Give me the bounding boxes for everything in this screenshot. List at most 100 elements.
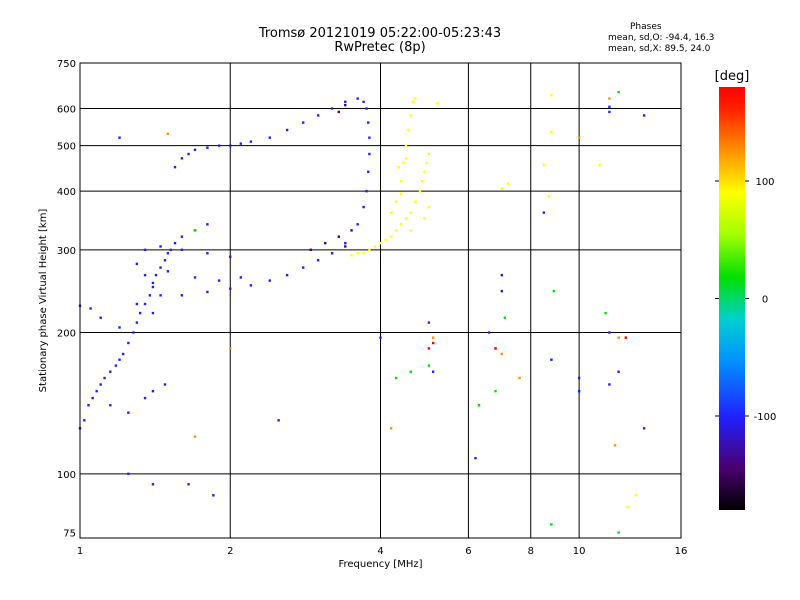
data-points bbox=[78, 90, 646, 534]
x-tick-label: 6 bbox=[465, 546, 471, 557]
data-point bbox=[477, 404, 481, 407]
colorbar-tick-label: 100 bbox=[755, 177, 774, 188]
data-point bbox=[135, 262, 139, 266]
data-point bbox=[206, 146, 209, 149]
x-tick-label: 4 bbox=[377, 546, 383, 557]
data-point bbox=[362, 100, 365, 104]
data-point bbox=[542, 163, 546, 167]
data-point bbox=[598, 163, 601, 167]
data-point bbox=[118, 358, 121, 361]
colorbar-tick-label: 0 bbox=[762, 295, 768, 306]
data-point bbox=[229, 347, 232, 350]
data-point bbox=[425, 161, 428, 164]
data-point bbox=[404, 157, 408, 160]
data-point bbox=[626, 505, 629, 509]
data-point bbox=[159, 294, 162, 297]
data-point bbox=[330, 252, 334, 255]
data-point bbox=[494, 347, 497, 350]
data-point bbox=[151, 311, 155, 315]
data-point bbox=[608, 331, 611, 334]
data-point bbox=[414, 200, 417, 203]
data-point bbox=[166, 252, 170, 255]
data-point bbox=[409, 114, 412, 117]
data-point bbox=[193, 148, 197, 151]
data-point bbox=[362, 252, 365, 255]
data-point bbox=[397, 165, 400, 169]
x-tick-label: 2 bbox=[227, 546, 233, 557]
data-point bbox=[206, 290, 209, 294]
data-point bbox=[427, 364, 431, 367]
data-point bbox=[249, 140, 253, 143]
data-point bbox=[550, 523, 553, 526]
data-point bbox=[109, 404, 112, 407]
data-point bbox=[337, 110, 341, 114]
data-point bbox=[356, 252, 359, 255]
data-point bbox=[474, 456, 477, 460]
data-point bbox=[624, 336, 627, 339]
data-point bbox=[324, 241, 327, 245]
data-point bbox=[431, 336, 435, 339]
data-point bbox=[114, 364, 118, 367]
data-point bbox=[487, 331, 491, 334]
data-point bbox=[407, 128, 410, 132]
data-point bbox=[89, 307, 92, 310]
data-point bbox=[212, 494, 215, 497]
data-point bbox=[95, 389, 98, 393]
data-point bbox=[344, 100, 347, 104]
data-point bbox=[577, 376, 581, 380]
data-point bbox=[316, 114, 320, 117]
data-point bbox=[187, 152, 190, 156]
data-point bbox=[368, 248, 371, 252]
data-point bbox=[163, 383, 167, 386]
phase-heading: Phases bbox=[630, 22, 662, 32]
data-point bbox=[121, 352, 125, 356]
data-point bbox=[301, 121, 305, 124]
data-point bbox=[99, 316, 102, 319]
data-point bbox=[431, 370, 435, 373]
data-point bbox=[552, 289, 556, 293]
data-point bbox=[135, 302, 139, 306]
colorbar-ticks: 100 0 -100 bbox=[715, 177, 776, 423]
data-point bbox=[389, 235, 393, 238]
data-point bbox=[365, 189, 368, 193]
data-point bbox=[285, 273, 289, 277]
data-point bbox=[132, 331, 135, 334]
data-point bbox=[642, 427, 646, 430]
data-point bbox=[608, 110, 611, 114]
data-point bbox=[379, 241, 382, 245]
data-point bbox=[367, 121, 370, 124]
x-tick-label: 1 bbox=[77, 546, 83, 557]
data-point bbox=[356, 223, 359, 226]
data-point bbox=[330, 107, 334, 110]
data-point bbox=[394, 229, 398, 232]
data-point bbox=[166, 132, 170, 135]
x-tick-label: 16 bbox=[675, 546, 688, 557]
data-point bbox=[151, 285, 155, 289]
data-point bbox=[402, 161, 405, 164]
data-point bbox=[431, 341, 435, 345]
y-tick-label: 750 bbox=[57, 59, 76, 70]
grid-lines bbox=[80, 63, 681, 538]
data-point bbox=[229, 144, 232, 147]
data-point bbox=[368, 152, 371, 156]
data-point bbox=[135, 321, 139, 324]
data-point bbox=[118, 136, 121, 139]
data-point bbox=[500, 289, 504, 293]
data-point bbox=[642, 114, 646, 117]
y-axis-ticks: 75 100 200 300 400 500 600 750 bbox=[57, 59, 76, 539]
data-point bbox=[379, 336, 382, 339]
y-tick-label: 300 bbox=[57, 246, 76, 257]
data-point bbox=[193, 229, 197, 232]
chart-subtitle: RwPretec (8p) bbox=[334, 40, 426, 55]
data-point bbox=[394, 200, 398, 203]
data-point bbox=[577, 389, 581, 393]
phase-o-line: mean, sd,O: -94.4, 16.3 bbox=[608, 33, 715, 43]
x-tick-label: 10 bbox=[573, 546, 586, 557]
y-tick-label: 500 bbox=[57, 142, 76, 153]
data-point bbox=[604, 311, 607, 315]
data-point bbox=[249, 284, 253, 287]
data-point bbox=[151, 389, 155, 393]
data-point bbox=[268, 279, 271, 282]
data-point bbox=[344, 245, 347, 248]
data-point bbox=[309, 248, 312, 252]
